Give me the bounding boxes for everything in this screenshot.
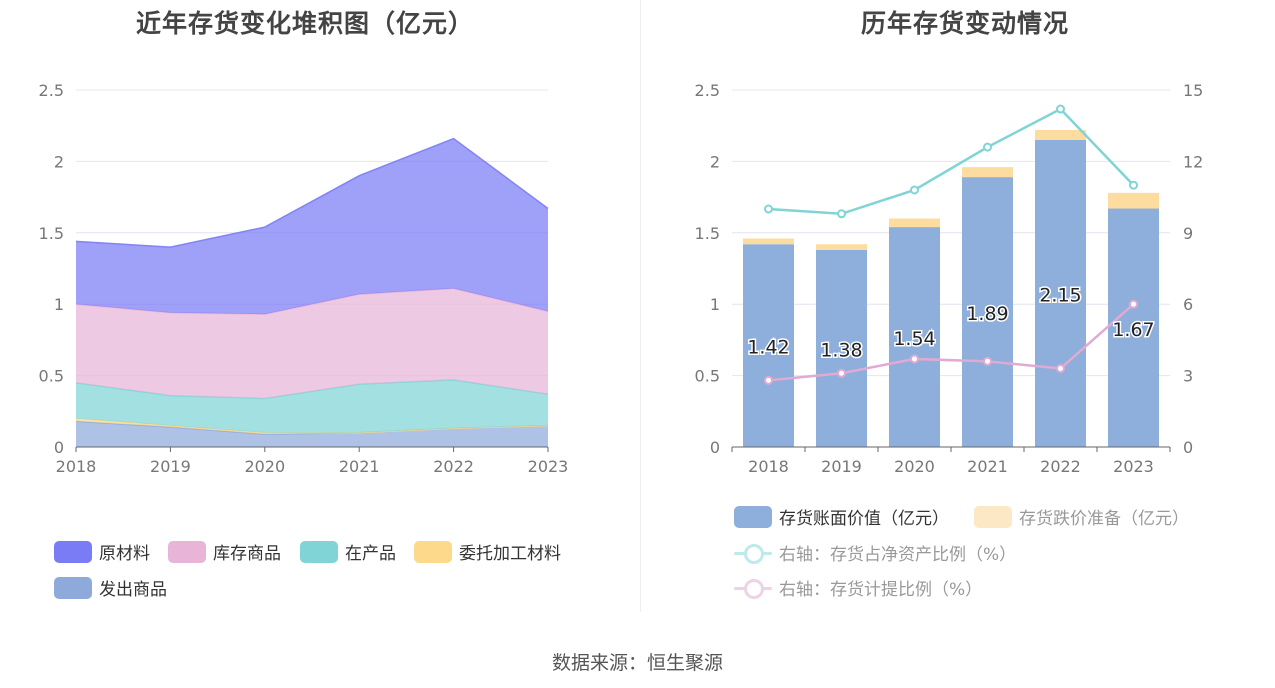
area-series-4	[76, 138, 548, 315]
right-chart-title: 历年存货变动情况	[860, 9, 1069, 38]
bar-series-1	[1035, 129, 1086, 140]
legend-item-finished-goods[interactable]: 库存商品	[168, 539, 281, 564]
left-x-tick-label: 2021	[339, 457, 380, 476]
legend-label-raw-materials: 原材料	[99, 544, 150, 564]
right-x-tick-label: 2018	[748, 457, 789, 476]
bar-series-0	[1108, 208, 1159, 447]
bar-series-0	[743, 244, 794, 447]
line-point-1	[910, 354, 919, 364]
line-point-0	[910, 185, 919, 195]
line-point-0	[983, 142, 992, 152]
left-y-tick-label: 0.5	[39, 367, 64, 386]
right-y-tick-label: 1.5	[695, 224, 720, 243]
left-x-tick-label: 2022	[433, 457, 474, 476]
bar-series-1	[743, 238, 794, 245]
line-point-1	[1129, 299, 1138, 309]
legend-item-impairment[interactable]: 存货跌价准备（亿元）	[974, 504, 1189, 529]
left-x-tick-label: 2023	[528, 457, 569, 476]
right-y2-tick-label: 15	[1183, 81, 1203, 100]
bar-series-0	[1035, 139, 1086, 448]
line-series-1	[768, 303, 1135, 382]
right-y2-tick-label: 12	[1183, 152, 1203, 171]
left-x-tick-label: 2018	[56, 457, 97, 476]
right-y-tick-label: 0	[710, 438, 720, 457]
right-y-tick-label: 1	[710, 295, 720, 314]
right-y2-tick-label: 9	[1183, 224, 1193, 243]
legend-swatch-raw-materials	[54, 540, 92, 563]
legend-item-shipped[interactable]: 发出商品	[54, 575, 167, 600]
right-x-tick-label: 2020	[894, 457, 935, 476]
line-series-0	[768, 107, 1135, 216]
line-point-1	[837, 368, 846, 378]
line-point-0	[1056, 104, 1065, 114]
bar-series-1	[816, 244, 867, 250]
data-source-note: 数据来源：恒生聚源	[551, 652, 723, 674]
left-y-tick-label: 2	[54, 152, 64, 171]
legend-swatch-impairment	[974, 505, 1012, 528]
legend-item-raw-materials[interactable]: 原材料	[54, 539, 150, 564]
line-point-0	[1129, 180, 1138, 190]
right-y-tick-label: 2	[710, 152, 720, 171]
line-point-0	[837, 209, 846, 219]
legend-label-consigned: 委托加工材料	[459, 544, 561, 564]
line-point-1	[764, 375, 773, 385]
area-line-2	[75, 379, 549, 400]
bar-value-label: 1.89	[966, 303, 1008, 325]
left-y-tick-label: 2.5	[39, 81, 64, 100]
line-point-0	[764, 204, 773, 214]
legend-swatch-wip	[300, 540, 338, 563]
legend-label-finished-goods: 库存商品	[213, 544, 281, 564]
left-y-tick-label: 0	[54, 438, 64, 457]
right-y-tick-label: 2.5	[695, 81, 720, 100]
legend-swatch-book-value	[734, 505, 772, 528]
legend-item-book-value[interactable]: 存货账面价值（亿元）	[734, 504, 949, 529]
legend-item-provision-ratio[interactable]: 右轴：存货计提比例（%）	[734, 575, 982, 600]
line-point-1	[1056, 363, 1065, 373]
line-point-1	[983, 356, 992, 366]
bar-series-1	[889, 218, 940, 228]
legend-swatch-provision-ratio	[734, 577, 772, 599]
left-y-tick-label: 1	[54, 295, 64, 314]
legend-item-ratio-net-assets[interactable]: 右轴：存货占净资产比例（%）	[734, 540, 1016, 565]
right-x-tick-label: 2021	[967, 457, 1008, 476]
bar-value-label: 1.38	[820, 339, 862, 361]
bar-value-label: 1.54	[893, 328, 935, 350]
legend-label-shipped: 发出商品	[99, 580, 167, 600]
area-line-4	[75, 137, 549, 248]
legend-item-consigned[interactable]: 委托加工材料	[414, 539, 561, 564]
left-chart-title: 近年存货变化堆积图（亿元）	[135, 9, 474, 38]
right-x-tick-label: 2019	[821, 457, 862, 476]
right-x-tick-label: 2022	[1040, 457, 1081, 476]
left-x-tick-label: 2020	[244, 457, 285, 476]
bar-series-0	[816, 249, 867, 447]
legend-label-book-value: 存货账面价值（亿元）	[779, 509, 949, 529]
panel-divider	[640, 0, 641, 612]
left-y-tick-label: 1.5	[39, 224, 64, 243]
legend-label-impairment: 存货跌价准备（亿元）	[1019, 509, 1189, 529]
legend-swatch-shipped	[54, 576, 92, 599]
legend-item-wip[interactable]: 在产品	[300, 539, 396, 564]
legend-swatch-ratio-net-assets	[734, 542, 772, 564]
legend-label-ratio-net-assets: 右轴：存货占净资产比例（%）	[779, 545, 1017, 565]
bar-series-1	[962, 167, 1013, 178]
legend-swatch-finished-goods	[168, 540, 206, 563]
left-x-tick-label: 2019	[150, 457, 191, 476]
bar-value-label: 2.15	[1039, 284, 1081, 306]
bar-value-label: 1.67	[1112, 319, 1154, 341]
legend-label-provision-ratio: 右轴：存货计提比例（%）	[779, 580, 983, 600]
bar-series-1	[1108, 192, 1159, 209]
bar-series-0	[889, 227, 940, 447]
right-x-tick-label: 2023	[1113, 457, 1154, 476]
area-series-3	[76, 288, 548, 399]
legend-swatch-consigned	[414, 540, 452, 563]
bar-value-label: 1.42	[747, 337, 789, 359]
right-y-tick-label: 0.5	[695, 367, 720, 386]
right-y2-tick-label: 6	[1183, 295, 1193, 314]
right-y2-tick-label: 3	[1183, 367, 1193, 386]
area-series-2	[76, 379, 548, 433]
bar-series-0	[962, 177, 1013, 447]
legend-label-wip: 在产品	[345, 544, 396, 564]
right-y2-tick-label: 0	[1183, 438, 1193, 457]
